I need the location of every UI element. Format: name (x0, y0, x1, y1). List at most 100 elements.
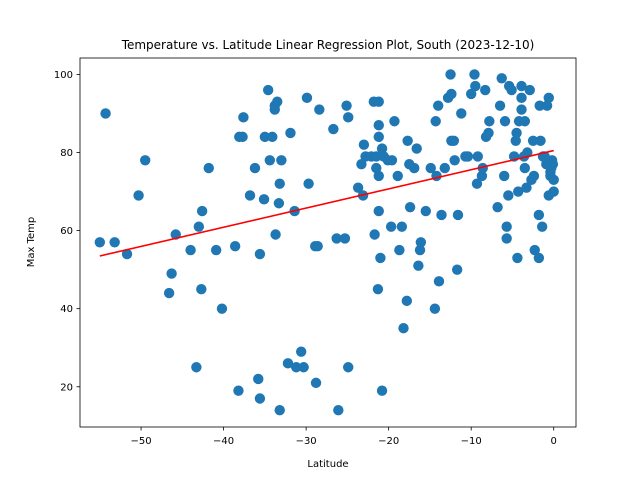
data-point (471, 178, 483, 189)
data-point (196, 283, 207, 295)
data-point (133, 190, 144, 201)
data-point (163, 287, 175, 299)
data-point (501, 233, 512, 244)
data-point (314, 104, 325, 115)
data-point (409, 162, 420, 174)
data-point (483, 127, 494, 139)
data-point (270, 229, 281, 240)
data-point (480, 84, 491, 96)
data-point (238, 112, 249, 123)
data-point (282, 358, 294, 369)
data-point (328, 123, 339, 135)
data-point (216, 303, 228, 314)
data-point (140, 155, 151, 166)
data-point (333, 405, 344, 416)
data-point (533, 252, 545, 264)
data-point (94, 237, 106, 248)
data-point (343, 362, 354, 373)
data-point (411, 143, 422, 154)
data-point (456, 108, 467, 119)
x-tick-label: −40 (213, 436, 234, 447)
regression-line (99, 149, 554, 257)
data-point (519, 162, 531, 174)
data-point (392, 170, 403, 182)
data-point (312, 241, 323, 252)
data-point (100, 108, 111, 119)
data-point (522, 147, 533, 158)
data-point (492, 201, 503, 213)
data-point (425, 162, 436, 174)
data-point (496, 73, 507, 84)
data-point (527, 135, 539, 146)
data-point (452, 209, 464, 221)
data-point (193, 221, 205, 232)
data-point (372, 283, 384, 295)
data-point (373, 170, 384, 182)
data-point (339, 233, 351, 244)
plot-area (94, 69, 559, 416)
x-tick-label: −30 (296, 436, 317, 447)
data-point (295, 346, 307, 357)
data-point (420, 205, 431, 217)
data-point (401, 295, 413, 307)
data-point (516, 104, 527, 115)
data-point (291, 362, 302, 373)
data-point (431, 170, 442, 182)
data-point (109, 237, 120, 248)
data-point (358, 139, 370, 150)
data-point (499, 116, 511, 127)
data-point (470, 80, 481, 92)
data-point (166, 268, 177, 279)
data-point (373, 205, 384, 217)
data-point (373, 119, 384, 131)
data-point (430, 116, 441, 127)
data-point (356, 159, 367, 170)
data-point (229, 241, 241, 252)
data-point (191, 362, 202, 373)
data-point (519, 116, 531, 127)
data-point (274, 405, 285, 416)
data-point (273, 198, 285, 209)
data-point (253, 373, 264, 385)
data-point (548, 174, 559, 186)
data-point (494, 100, 506, 111)
data-point (462, 151, 474, 162)
data-point (272, 96, 283, 107)
plot-frame (79, 57, 577, 428)
data-point (262, 84, 274, 96)
data-point (310, 377, 322, 389)
data-point (413, 260, 424, 271)
data-point (375, 252, 386, 264)
data-point (521, 182, 532, 193)
data-point (476, 170, 488, 182)
x-tick-label: −10 (461, 436, 482, 447)
data-point (254, 248, 266, 260)
data-point (429, 303, 441, 314)
data-point (373, 96, 384, 107)
data-point (373, 131, 384, 143)
data-point (433, 276, 445, 287)
data-point (203, 162, 214, 174)
data-point (210, 244, 222, 256)
data-point (516, 92, 527, 104)
y-axis-label: Max Temp (26, 217, 37, 268)
data-point (303, 178, 314, 189)
data-point (448, 135, 460, 146)
y-tick-label: 60 (60, 226, 73, 237)
data-point (510, 135, 521, 146)
data-point (276, 155, 287, 166)
data-point (513, 186, 524, 197)
data-point (506, 84, 517, 96)
data-point (415, 237, 427, 248)
data-point (396, 221, 408, 232)
data-point (254, 393, 266, 404)
y-axis: 20 40 60 80 100 (54, 70, 80, 393)
data-point (398, 323, 409, 334)
data-point (439, 162, 450, 174)
data-point (469, 69, 480, 80)
y-tick-label: 80 (60, 148, 73, 159)
data-point (185, 244, 196, 256)
x-tick-label: −50 (131, 436, 152, 447)
